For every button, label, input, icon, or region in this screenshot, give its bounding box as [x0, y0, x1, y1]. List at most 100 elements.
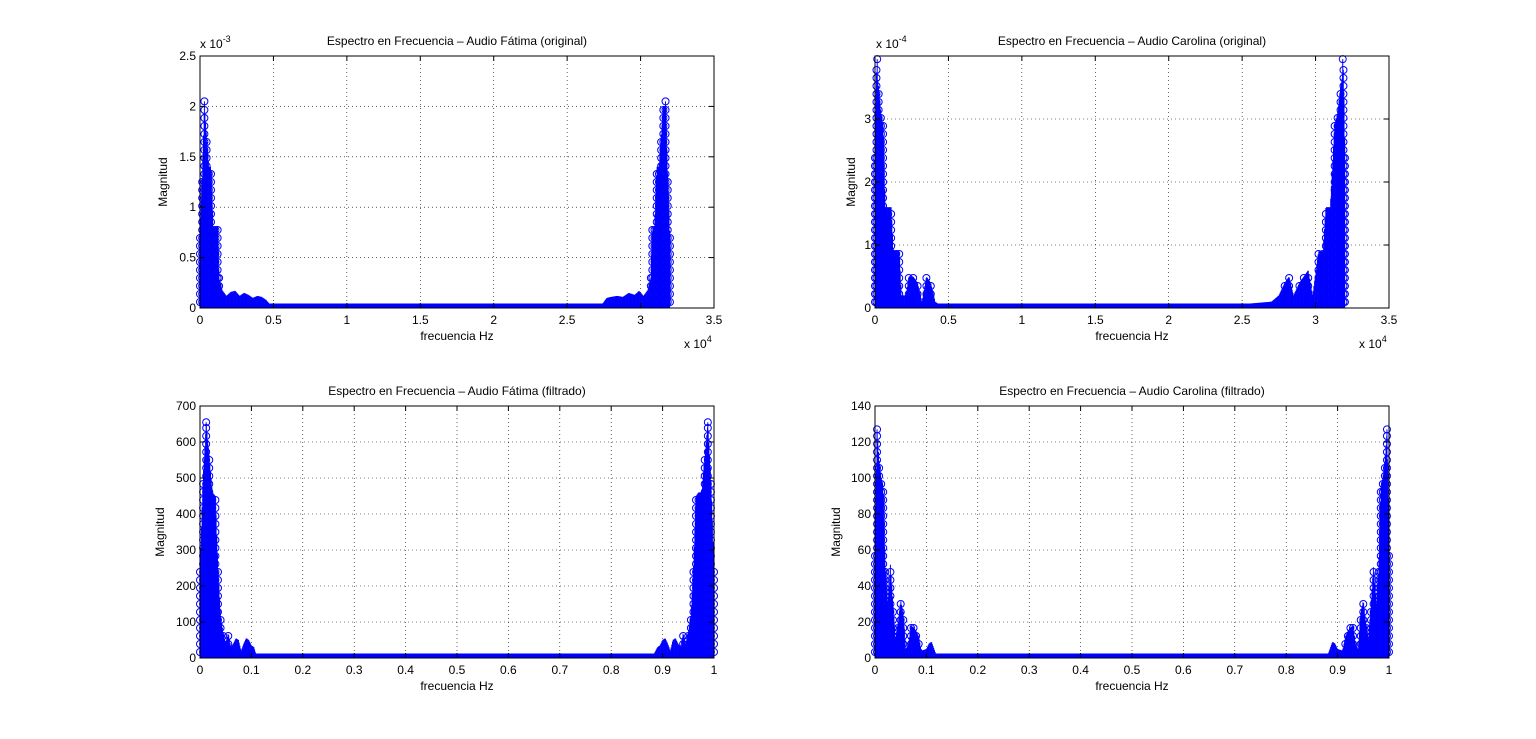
x-tick-label: 0.8 [1278, 663, 1295, 677]
stem-marker [663, 282, 672, 290]
stem-marker [926, 282, 935, 290]
stem-marker [875, 560, 884, 568]
stem-marker [1367, 640, 1376, 648]
stem-marker [697, 496, 706, 504]
stem-marker [1374, 648, 1383, 656]
stem-marker [1330, 274, 1339, 282]
stem-marker [209, 282, 218, 290]
stem-marker [884, 274, 893, 282]
stem-marker [904, 298, 913, 306]
stem-marker [207, 218, 216, 226]
stem-marker [879, 520, 888, 528]
stem-marker [211, 496, 220, 504]
y-axis-label: Magnitud [844, 157, 858, 206]
stem-marker [697, 536, 706, 544]
stem-marker [875, 504, 884, 512]
stem-marker [1380, 496, 1389, 504]
stem-marker [208, 520, 217, 528]
panel-ticks: 0 0.5 1 1.5 2 2.5 3 3.5 0 0.5 1 1.5 2 2.5 [179, 49, 722, 327]
stem-marker [697, 640, 706, 648]
stem-marker [883, 648, 892, 656]
stem-marker [663, 210, 672, 218]
stem-marker [1376, 520, 1385, 528]
stem-marker [881, 290, 890, 298]
stem-marker [692, 496, 701, 504]
x-tick-label: 0.2 [294, 663, 311, 677]
stem-marker [1321, 226, 1330, 234]
stem-marker [1340, 274, 1349, 282]
stem-marker [896, 632, 905, 640]
stem-marker [692, 608, 701, 616]
y-tick-label: 600 [176, 435, 196, 449]
y-exponent-base: x 10 [876, 37, 899, 51]
axes-box [199, 55, 715, 309]
stem-marker [208, 592, 217, 600]
y-axis-label: Magnitud [829, 507, 843, 556]
stem-marker [1321, 218, 1330, 226]
stem-marker [219, 648, 228, 656]
stem-marker [1378, 576, 1387, 584]
stem-marker [877, 488, 886, 496]
stem-marker [892, 274, 901, 282]
stem-marker [1378, 632, 1387, 640]
stem-marker [209, 250, 218, 258]
y-tick-label: 200 [176, 579, 196, 593]
stem-peak-marker [703, 418, 712, 427]
stem-marker [213, 266, 222, 274]
stem-marker [697, 600, 706, 608]
stem-marker [1380, 584, 1389, 592]
stem-marker [875, 544, 884, 552]
stem-marker [697, 592, 706, 600]
stem-marker [889, 258, 898, 266]
stem-marker [1336, 186, 1345, 194]
stem-marker [892, 258, 901, 266]
stem-marker [1359, 616, 1368, 624]
stem-marker [1380, 520, 1389, 528]
stem-marker [875, 552, 884, 560]
stem-marker [895, 250, 904, 258]
stem-marker [1378, 624, 1387, 632]
x-tick-label: 0.5 [1124, 663, 1141, 677]
stem-marker [208, 552, 217, 560]
stem-marker [1380, 624, 1389, 632]
stem-marker [1295, 298, 1304, 306]
stem-peak-marker [873, 425, 882, 434]
stem-marker [211, 298, 220, 306]
y-tick-label: 2 [189, 99, 196, 113]
stem-marker [1340, 266, 1349, 274]
stem-marker [1321, 242, 1330, 250]
stem-marker [211, 568, 220, 576]
stem-marker [211, 576, 220, 584]
x-tick-label: 3.5 [1381, 313, 1398, 327]
stem-marker [887, 242, 896, 250]
stem-marker [896, 624, 905, 632]
stem-marker [215, 298, 224, 306]
y-tick-label: 60 [858, 543, 872, 557]
stem-marker [697, 552, 706, 560]
stem-marker [1336, 226, 1345, 234]
panel-stems [871, 55, 1349, 309]
stem-marker [886, 576, 895, 584]
stem-marker [888, 648, 897, 656]
stem-marker [689, 592, 698, 600]
panel-grid [875, 56, 1389, 308]
stem-marker [213, 242, 222, 250]
stem-marker [211, 592, 220, 600]
stem-marker [884, 242, 893, 250]
stem-marker [1376, 648, 1385, 656]
stem-marker [659, 194, 668, 202]
stem-marker [697, 616, 706, 624]
stem-marker [1367, 616, 1376, 624]
stem-marker [694, 648, 703, 656]
stem-marker [204, 170, 213, 178]
stem-marker [665, 242, 674, 250]
stem-marker [659, 146, 668, 154]
stem-marker [1339, 66, 1348, 74]
stem-marker [202, 162, 211, 170]
stem-marker [1285, 274, 1294, 282]
stem-marker [1361, 632, 1370, 640]
stem-marker [877, 504, 886, 512]
stem-marker [208, 632, 217, 640]
stem-marker [1339, 106, 1348, 114]
stem-marker [1336, 138, 1345, 146]
